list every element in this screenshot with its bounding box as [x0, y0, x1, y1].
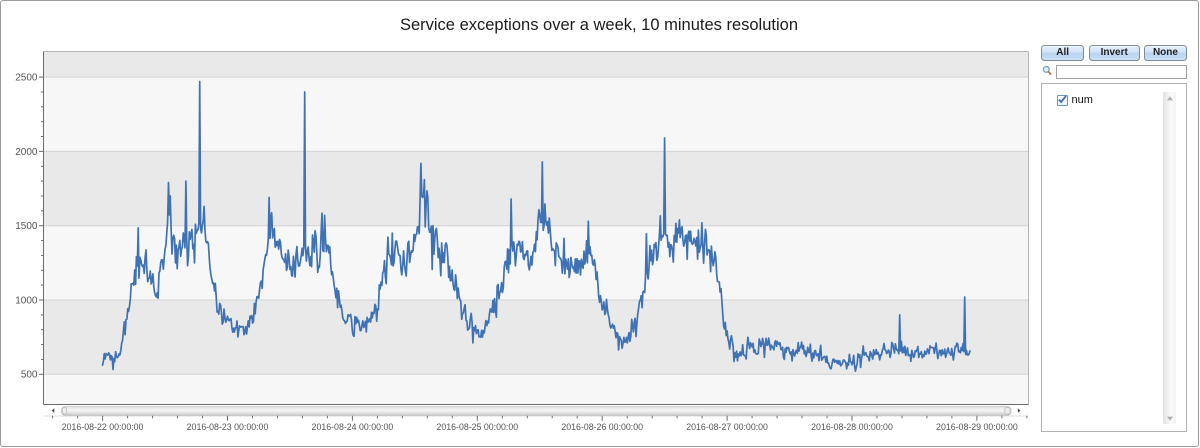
svg-text:2500: 2500 — [15, 73, 38, 84]
svg-text:2016-08-29 00:00:00: 2016-08-29 00:00:00 — [936, 422, 1018, 432]
svg-text:2016-08-24 00:00:00: 2016-08-24 00:00:00 — [312, 422, 394, 432]
svg-text:2016-08-27 00:00:00: 2016-08-27 00:00:00 — [686, 422, 768, 432]
svg-text:2016-08-23 00:00:00: 2016-08-23 00:00:00 — [187, 422, 269, 432]
svg-text:500: 500 — [21, 370, 38, 381]
svg-text:2016-08-28 00:00:00: 2016-08-28 00:00:00 — [811, 422, 893, 432]
svg-text:2016-08-22 00:00:00: 2016-08-22 00:00:00 — [62, 422, 144, 432]
svg-text:2016-08-26 00:00:00: 2016-08-26 00:00:00 — [561, 422, 643, 432]
svg-text:2000: 2000 — [15, 147, 38, 158]
svg-text:1500: 1500 — [15, 221, 38, 232]
svg-text:2016-08-25 00:00:00: 2016-08-25 00:00:00 — [436, 422, 518, 432]
svg-text:1000: 1000 — [15, 295, 38, 306]
